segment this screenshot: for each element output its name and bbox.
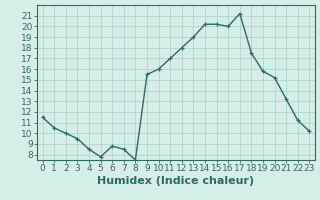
X-axis label: Humidex (Indice chaleur): Humidex (Indice chaleur) xyxy=(97,176,255,186)
